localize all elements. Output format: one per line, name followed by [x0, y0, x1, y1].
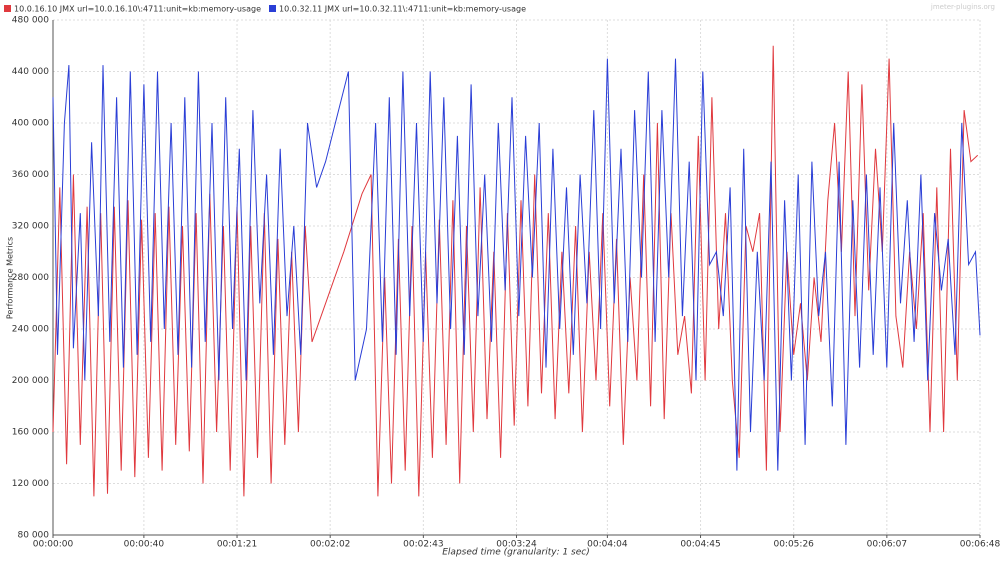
y-tick-label: 80 000: [18, 531, 50, 541]
x-tick-label: 00:00:40: [124, 540, 165, 550]
y-tick-label: 480 000: [12, 16, 49, 26]
y-tick-label: 320 000: [12, 222, 49, 232]
series-line: [52, 58, 981, 471]
series-line: [52, 45, 979, 497]
watermark: jmeter-plugins.org: [930, 3, 995, 11]
y-tick-label: 160 000: [12, 428, 49, 438]
x-tick-label: 00:04:45: [680, 540, 720, 550]
y-tick-label: 200 000: [12, 376, 49, 386]
legend-label: 10.0.16.10 JMX url=10.0.16.10\:4711:unit…: [14, 5, 261, 14]
y-tick-label: 120 000: [12, 479, 49, 489]
legend-swatch: [269, 5, 276, 12]
x-tick-label: 00:00:00: [33, 540, 74, 550]
legend-label: 10.0.32.11 JMX url=10.0.32.11\:4711:unit…: [279, 5, 526, 14]
y-tick-label: 280 000: [12, 273, 49, 283]
y-tick-label: 400 000: [12, 119, 49, 129]
x-tick-label: 00:02:02: [310, 540, 350, 550]
y-axis-label: Performance Metrics: [6, 237, 15, 319]
x-tick-label: 00:06:07: [867, 540, 907, 550]
x-tick-label: 00:05:26: [773, 540, 814, 550]
legend-swatch: [4, 5, 11, 12]
y-tick-label: 360 000: [12, 170, 49, 180]
y-tick-label: 440 000: [12, 67, 49, 77]
x-tick-label: 00:02:43: [403, 540, 443, 550]
x-tick-label: 00:01:21: [217, 540, 257, 550]
x-tick-label: 00:03:24: [496, 540, 537, 550]
x-axis-label: Elapsed time (granularity: 1 sec): [442, 548, 590, 558]
x-tick-label: 00:04:04: [587, 540, 628, 550]
y-tick-label: 240 000: [12, 325, 49, 335]
x-tick-label: 00:06:48: [960, 540, 1000, 550]
